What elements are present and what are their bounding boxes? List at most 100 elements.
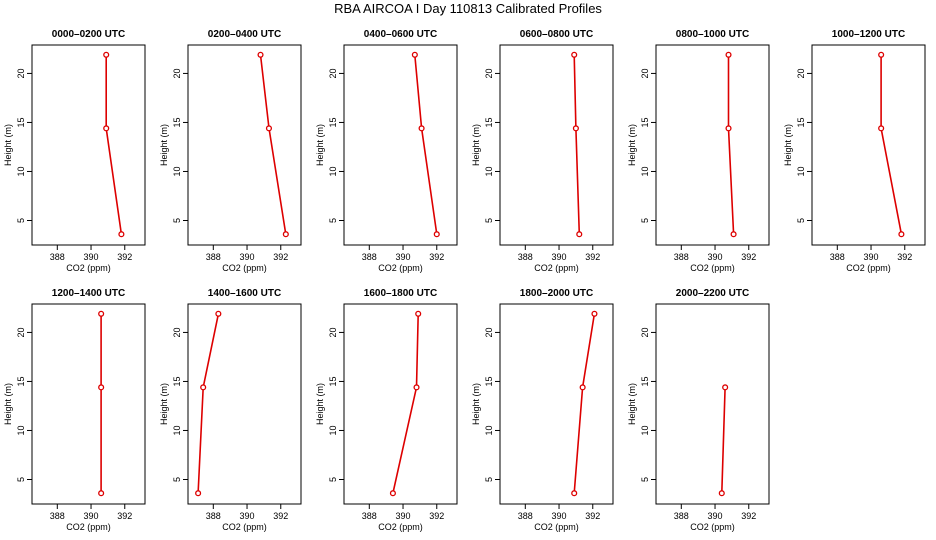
x-tick-label: 392	[117, 252, 132, 262]
y-tick-label: 20	[328, 68, 338, 78]
data-point	[433, 231, 440, 238]
plot-frame	[655, 303, 770, 505]
y-tick-label: 15	[640, 376, 650, 386]
y-tick-label: 10	[172, 166, 182, 176]
x-tick-label: 392	[273, 511, 288, 521]
panel-10: 1800–2000 UTC 388 390 392 5 10 15 20 CO2 (ppm) He…	[471, 288, 614, 532]
x-axis-label: CO2 (ppm)	[534, 263, 579, 273]
x-tick-label: 390	[396, 252, 411, 262]
y-tick-label: 10	[484, 425, 494, 435]
data-point	[722, 384, 729, 391]
x-tick-label: 390	[708, 252, 723, 262]
data-point	[265, 125, 273, 132]
profile-line	[197, 313, 220, 494]
x-tick-label: 390	[864, 252, 879, 262]
y-tick-label: 10	[640, 425, 650, 435]
data-point	[200, 384, 207, 391]
main-title: RBA AIRCOA I Day 110813 Calibrated Profi…	[334, 1, 602, 16]
data-point	[418, 125, 425, 132]
x-tick-label: 392	[429, 252, 444, 262]
y-tick-label: 10	[484, 166, 494, 176]
panel-title: 0800–1000 UTC	[676, 29, 749, 40]
y-tick-label: 10	[16, 166, 26, 176]
y-axis-label: Height (m)	[159, 124, 169, 166]
data-point	[591, 310, 598, 317]
x-tick-label: 390	[240, 511, 255, 521]
x-tick-label: 392	[117, 511, 132, 521]
x-tick-label: 390	[552, 252, 567, 262]
data-point	[103, 125, 110, 132]
x-tick-label: 388	[50, 511, 65, 521]
y-axis-label: Height (m)	[3, 383, 13, 425]
x-tick-label: 392	[897, 252, 912, 262]
y-tick-label: 20	[640, 68, 650, 78]
x-tick-label: 388	[674, 511, 689, 521]
panel-title: 1400–1600 UTC	[208, 288, 281, 299]
data-point	[718, 490, 725, 497]
panel-6: 1000–1200 UTC 388 390 392 5 10 15 20 CO2 (ppm) He…	[783, 29, 926, 273]
panel-1: 0000–0200 UTC 388 390 392 5 10 15 20 CO2 (ppm) He…	[3, 29, 146, 273]
panel-7: 1200–1400 UTC 388 390 392 5 10 15 20 CO2 (ppm) He…	[3, 288, 146, 532]
x-tick-label: 388	[518, 511, 533, 521]
y-tick-label: 5	[796, 218, 806, 223]
x-tick-label: 390	[84, 511, 99, 521]
y-tick-label: 20	[484, 327, 494, 337]
data-point	[257, 51, 264, 58]
profile-line	[105, 54, 123, 235]
plot-frame	[499, 303, 614, 505]
x-tick-label: 392	[273, 252, 288, 262]
x-tick-label: 392	[741, 511, 756, 521]
data-point	[118, 231, 125, 238]
x-tick-label: 388	[362, 511, 377, 521]
data-point	[572, 125, 579, 132]
profile-line	[573, 313, 596, 494]
x-axis-label: CO2 (ppm)	[378, 263, 423, 273]
panel-title: 0600–0800 UTC	[520, 29, 593, 40]
panel-11: 2000–2200 UTC 388 390 392 5 10 15 20 CO2 (ppm) He…	[627, 288, 770, 532]
x-tick-label: 390	[84, 252, 99, 262]
y-axis-label: Height (m)	[471, 383, 481, 425]
x-axis-label: CO2 (ppm)	[690, 263, 735, 273]
data-point	[571, 490, 578, 497]
panel-title: 1800–2000 UTC	[520, 288, 593, 299]
plot-frame	[655, 44, 770, 246]
plot-frame	[499, 44, 614, 246]
x-tick-label: 388	[830, 252, 845, 262]
x-axis-label: CO2 (ppm)	[846, 263, 891, 273]
y-tick-label: 5	[640, 218, 650, 223]
panel-title: 2000–2200 UTC	[676, 288, 749, 299]
y-tick-label: 20	[796, 68, 806, 78]
x-axis-label: CO2 (ppm)	[222, 522, 267, 532]
profile-line	[573, 54, 581, 235]
x-tick-label: 390	[240, 252, 255, 262]
y-axis-label: Height (m)	[3, 124, 13, 166]
data-point	[725, 125, 732, 132]
profile-line	[727, 54, 735, 235]
x-tick-label: 392	[429, 511, 444, 521]
panel-title: 0400–0600 UTC	[364, 29, 437, 40]
data-point	[878, 51, 885, 58]
y-tick-label: 20	[640, 327, 650, 337]
x-axis-label: CO2 (ppm)	[534, 522, 579, 532]
y-tick-label: 5	[172, 477, 182, 482]
y-tick-label: 15	[16, 376, 26, 386]
x-tick-label: 388	[206, 511, 221, 521]
y-tick-label: 15	[328, 117, 338, 127]
data-point	[103, 51, 110, 58]
plot-frame	[811, 44, 926, 246]
panel-9: 1600–1800 UTC 388 390 392 5 10 15 20 CO2 (ppm) He…	[315, 288, 458, 532]
x-tick-label: 392	[585, 511, 600, 521]
profile-line	[392, 313, 419, 494]
y-axis-label: Height (m)	[627, 383, 637, 425]
y-tick-label: 20	[328, 327, 338, 337]
y-tick-label: 10	[16, 425, 26, 435]
data-point	[415, 310, 422, 317]
y-tick-label: 20	[172, 68, 182, 78]
profile-line	[414, 54, 438, 235]
data-point	[898, 231, 905, 238]
y-axis-label: Height (m)	[627, 124, 637, 166]
y-axis-label: Height (m)	[783, 124, 793, 166]
panel-title: 0200–0400 UTC	[208, 29, 281, 40]
y-tick-label: 5	[16, 477, 26, 482]
